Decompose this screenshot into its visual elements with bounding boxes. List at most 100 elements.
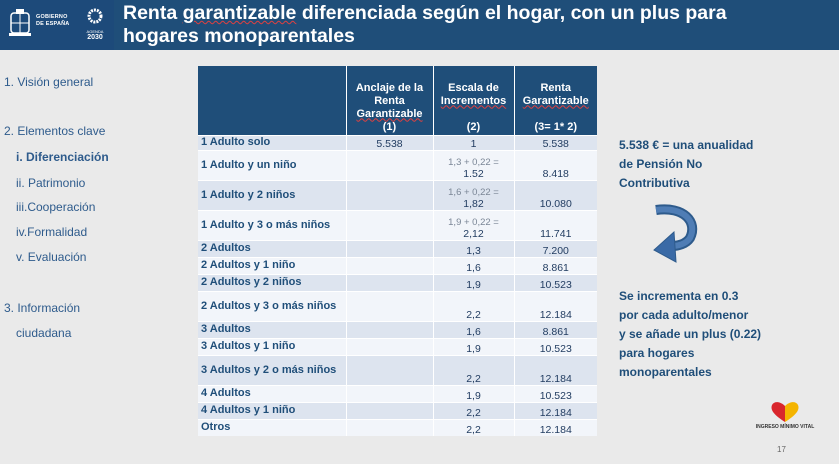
- agenda-2030-logo: AGENDA 2030: [84, 8, 106, 42]
- renta-cell: 12.184: [514, 418, 597, 436]
- curved-arrow-icon: [653, 204, 698, 263]
- row-label: 1 Adulto y un niño: [198, 149, 347, 180]
- scale-value: 2,2: [466, 424, 481, 436]
- table-header-anchor: Anclaje de la Renta Garantizable (1): [346, 66, 434, 135]
- row-label: 4 Adultos y 1 niño: [198, 401, 347, 419]
- table-row: 2 Adultos y 1 niño 1,6 8.861: [198, 256, 597, 274]
- scale-cell: 1,3: [433, 239, 515, 257]
- row-label: 2 Adultos y 1 niño: [198, 256, 347, 274]
- nav-item-formalidad[interactable]: iv.Formalidad: [16, 225, 88, 239]
- nav-item-informacion[interactable]: 3. Información: [4, 301, 81, 315]
- anchor-cell: [346, 239, 434, 257]
- table-row: 2 Adultos 1,3 7.200: [198, 239, 597, 257]
- anchor-cell: [346, 290, 434, 321]
- table-row: 1 Adulto y 3 o más niños 1,9 + 0,22 = 2,1…: [198, 209, 597, 240]
- anchor-cell: [346, 256, 434, 274]
- renta-cell: 10.080: [514, 179, 597, 210]
- table-row: 4 Adultos 1,9 10.523: [198, 384, 597, 402]
- renta-cell: 11.741: [514, 209, 597, 240]
- scale-cell: 2,2: [433, 354, 515, 385]
- renta-cell: 10.523: [514, 337, 597, 355]
- anchor-cell: [346, 149, 434, 180]
- row-label: 1 Adulto y 2 niños: [198, 179, 347, 210]
- scale-value: 2,2: [466, 308, 481, 321]
- heart-hands-icon: [771, 402, 799, 422]
- scale-cell: 1,9: [433, 337, 515, 355]
- table-row: 2 Adultos y 2 niños 1,9 10.523: [198, 273, 597, 291]
- scale-cell: 1,6: [433, 256, 515, 274]
- scale-cell: 1,6 + 0,22 = 1,82: [433, 179, 515, 210]
- table-row: 2 Adultos y 3 o más niños 2,2 12.184: [198, 290, 597, 321]
- table-header-row: Anclaje de la Renta Garantizable (1) Esca…: [198, 66, 597, 135]
- nav-item-cooperacion[interactable]: iii.Cooperación: [16, 200, 96, 214]
- table-header-scale: Escala de Incrementos (2): [433, 66, 515, 135]
- anchor-cell: [346, 273, 434, 291]
- table-header-blank: [198, 66, 347, 135]
- renta-cell: 12.184: [514, 354, 597, 385]
- scale-cell: 1,9 + 0,22 = 2,12: [433, 209, 515, 240]
- scale-cell: 1: [433, 134, 515, 150]
- anchor-cell: [346, 418, 434, 436]
- government-logo: GOBIERNO DE ESPAÑA AGENDA 2030: [0, 0, 114, 50]
- scale-value: 1,6: [466, 261, 481, 274]
- nav-item-elementos-clave[interactable]: 2. Elementos clave: [4, 124, 106, 138]
- table-row: 4 Adultos y 1 niño 2,2 12.184: [198, 401, 597, 419]
- anchor-cell: [346, 179, 434, 210]
- ingreso-minimo-vital-logo: INGRESO MÍNIMO VITAL: [750, 400, 820, 438]
- anchor-cell: [346, 337, 434, 355]
- row-label: 4 Adultos: [198, 384, 347, 402]
- nav-item-patrimonio[interactable]: ii. Patrimonio: [16, 176, 86, 190]
- sdg-wheel-icon: [87, 8, 103, 24]
- anchor-cell: 5.538: [346, 134, 434, 150]
- anchor-cell: [346, 320, 434, 338]
- row-label: 2 Adultos y 3 o más niños: [198, 290, 347, 321]
- row-label: 3 Adultos y 2 o más niños: [198, 354, 347, 385]
- row-label: 2 Adultos: [198, 239, 347, 257]
- scale-value: 1,9: [466, 389, 481, 402]
- scale-cell: 2,2: [433, 290, 515, 321]
- scale-cell: 2,2: [433, 401, 515, 419]
- scale-value: 1: [470, 137, 477, 150]
- note-increment: Se incrementa en 0.3 por cada adulto/men…: [619, 289, 762, 379]
- renta-cell: 8.418: [514, 149, 597, 180]
- row-label: 3 Adultos: [198, 320, 347, 338]
- government-label: GOBIERNO DE ESPAÑA: [36, 14, 70, 27]
- row-label: 2 Adultos y 2 niños: [198, 273, 347, 291]
- table-row: 3 Adultos 1,6 8.861: [198, 320, 597, 338]
- formula-text: 1,9 + 0,22 =: [448, 216, 499, 228]
- scale-cell: 1,9: [433, 384, 515, 402]
- scale-cell: 1,3 + 0,22 = 1.52: [433, 149, 515, 180]
- row-label: Otros: [198, 418, 347, 436]
- nav-item-diferenciacion[interactable]: i. Diferenciación: [16, 150, 109, 164]
- scale-value: 2,2: [466, 372, 481, 385]
- renta-cell: 12.184: [514, 290, 597, 321]
- table-row: 1 Adulto y un niño 1,3 + 0,22 = 1.52 8.41…: [198, 149, 597, 180]
- scale-value: 2,12: [463, 227, 484, 240]
- renta-cell: 12.184: [514, 401, 597, 419]
- scale-cell: 2,2: [433, 418, 515, 436]
- scale-value: 1,9: [466, 342, 481, 355]
- formula-text: 1,3 + 0,22 =: [448, 156, 499, 168]
- slide-header: GOBIERNO DE ESPAÑA AGENDA 2030 Renta gar…: [0, 0, 839, 50]
- note-pension: 5.538 € = una anualidad de Pensión No Co…: [619, 138, 754, 190]
- renta-cell: 10.523: [514, 384, 597, 402]
- row-label: 1 Adulto y 3 o más niños: [198, 209, 347, 240]
- scale-cell: 1,6: [433, 320, 515, 338]
- renta-cell: 5.538: [514, 134, 597, 150]
- anchor-cell: [346, 401, 434, 419]
- renta-cell: 8.861: [514, 320, 597, 338]
- renta-cell: 10.523: [514, 273, 597, 291]
- table-row: 1 Adulto solo 5.538 1 5.538: [198, 134, 597, 150]
- scale-value: 2,2: [466, 406, 481, 419]
- table-row: Otros 2,2 12.184: [198, 418, 597, 436]
- nav-item-vision-general[interactable]: 1. Visión general: [4, 75, 94, 89]
- scale-value: 1,3: [466, 244, 481, 257]
- anchor-cell: [346, 384, 434, 402]
- income-table: Anclaje de la Renta Garantizable (1) Esca…: [198, 66, 597, 436]
- nav-item-evaluacion[interactable]: v. Evaluación: [16, 250, 87, 264]
- formula-text: 1,6 + 0,22 =: [448, 186, 499, 198]
- page-number: 17: [777, 445, 786, 454]
- nav-item-ciudadana[interactable]: ciudadana: [16, 326, 72, 340]
- scale-cell: 1,9: [433, 273, 515, 291]
- page-title: Renta garantizable diferenciada según el…: [114, 0, 839, 50]
